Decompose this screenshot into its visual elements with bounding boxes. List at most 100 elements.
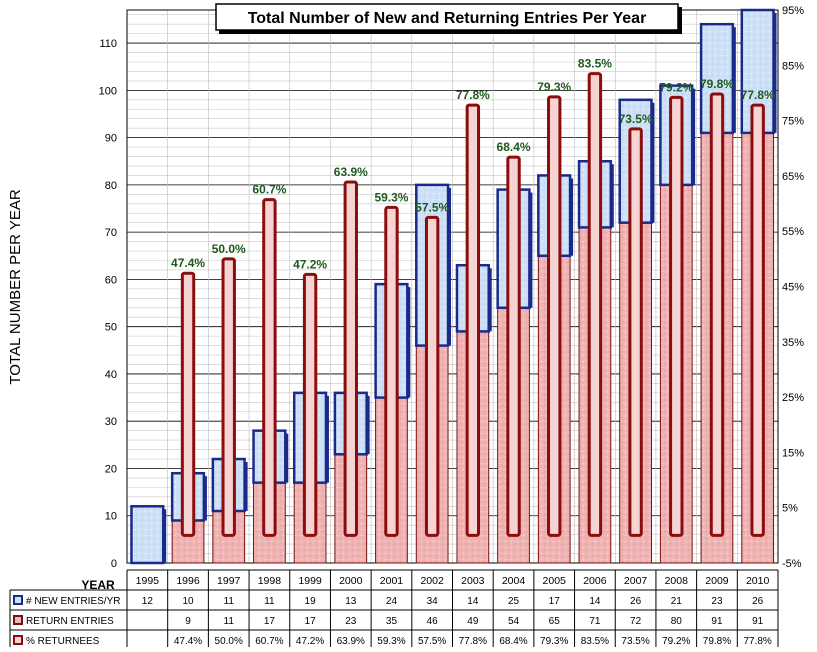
y-tick-label: 60 — [105, 274, 117, 286]
y-tick-label: 10 — [105, 511, 117, 523]
table-cell: 79.3% — [540, 636, 568, 647]
returnee-percent-bar — [750, 103, 765, 537]
y-tick-label: 70 — [105, 227, 117, 239]
bar-group-2004: 68.4% — [496, 140, 533, 564]
returnee-percent-bar — [302, 272, 318, 537]
returnee-percent-bar — [547, 95, 562, 537]
axes: 0 10 20 30 40 50 60 70 80 90 100 110 -5% 5% 15% 25% 35% 4… — [99, 5, 805, 570]
table-cell: 65 — [549, 616, 561, 627]
table-cell: 79.8% — [703, 636, 731, 647]
table-cell: 77.8% — [743, 636, 771, 647]
returnee-percent-bar — [506, 155, 521, 537]
percent-data-label: 79.2% — [659, 80, 693, 94]
y-axis-title: TOTAL NUMBER PER YEAR — [7, 189, 24, 384]
x-tick-label: 2003 — [461, 575, 485, 587]
bar-group-2010: 77.8% — [740, 8, 777, 564]
table-cell: 25 — [508, 596, 520, 607]
bar-group-2003: 77.8% — [455, 88, 492, 564]
table-row: RETURN ENTRIES 9 11 17 17 23 35 46 49 54 65 71 72 80 9… — [13, 615, 764, 627]
bar-group-2002: 57.5% — [415, 183, 452, 564]
bar-group-2008: 79.2% — [659, 80, 696, 564]
bar-group-1999: 47.2% — [292, 257, 329, 564]
table-cell: 14 — [589, 596, 601, 607]
bar-group-2001: 59.3% — [374, 190, 411, 564]
table-cell: 26 — [630, 596, 642, 607]
percent-data-label: 57.5% — [415, 200, 449, 214]
chart-title-box: Total Number of New and Returning Entrie… — [215, 3, 682, 34]
y2-tick-label: 75% — [782, 116, 804, 128]
returnee-percent-bar — [262, 198, 277, 537]
percent-data-label: 83.5% — [578, 57, 612, 71]
legend-label: % RETURNEES — [26, 636, 100, 647]
new-entries-bar-shadow — [163, 509, 167, 563]
new-entries-bar-shadow — [244, 462, 248, 512]
x-tick-label: 2006 — [583, 575, 607, 587]
new-entries-bar-shadow — [610, 164, 614, 228]
returnee-percent-bar — [628, 127, 643, 537]
percent-data-label: 79.3% — [537, 80, 571, 94]
new-entries-bar-shadow — [692, 88, 696, 185]
percent-data-label: 77.8% — [741, 88, 775, 102]
new-entries-bar-shadow — [488, 268, 492, 332]
y-tick-label: 30 — [105, 416, 117, 428]
y2-tick-label: 95% — [782, 5, 804, 17]
table-cell: 71 — [589, 616, 601, 627]
x-tick-label: 2010 — [746, 575, 770, 587]
table-cell: 91 — [711, 616, 723, 627]
x-tick-label: 2004 — [502, 575, 526, 587]
new-entries-bar-shadow — [366, 395, 370, 455]
table-cell: 35 — [386, 616, 398, 627]
legend-label: # NEW ENTRIES/YR — [26, 596, 120, 607]
x-tick-label: 1998 — [258, 575, 282, 587]
data-table: 1995 1996 1997 1998 1999 2000 2001 2002 2003 2004… — [9, 569, 779, 651]
bar-group-2000: 63.9% — [333, 165, 370, 564]
table-cell: 23 — [345, 616, 357, 627]
returnee-percent-bar — [709, 92, 725, 537]
table-cell: 11 — [264, 596, 275, 607]
y2-tick-label: 85% — [782, 60, 804, 72]
x-tick-label: 2001 — [380, 575, 404, 587]
table-cell: 54 — [508, 616, 520, 627]
new-entries-bar-shadow — [203, 476, 207, 521]
x-tick-label: 1995 — [136, 575, 160, 587]
y-tick-label: 90 — [105, 133, 117, 145]
table-cell: 72 — [630, 616, 642, 627]
x-tick-label: 1997 — [217, 575, 241, 587]
legend-key — [13, 635, 23, 645]
y-tick-label: 100 — [99, 85, 117, 97]
bar-group-1995 — [130, 505, 167, 565]
table-cell: 12 — [142, 596, 154, 607]
table-cell: 11 — [224, 616, 235, 627]
x-tick-label: 2007 — [624, 575, 648, 587]
new-entries-bar-shadow — [529, 192, 533, 308]
new-entries-bar-shadow — [651, 102, 655, 223]
table-cell: 17 — [264, 616, 276, 627]
y-tick-label: 0 — [111, 558, 117, 570]
x-tick-label: 1996 — [176, 575, 200, 587]
y-tick-label: 110 — [99, 38, 117, 50]
table-row: # NEW ENTRIES/YR 12 10 11 11 19 13 24 34 14 25 17 14… — [13, 595, 764, 607]
x-tick-label: 2002 — [420, 575, 444, 587]
y2-tick-label: 15% — [782, 447, 804, 459]
new-entries-bar-shadow — [407, 287, 411, 398]
bar-group-2009: 79.8% — [699, 22, 736, 564]
table-cell: 49 — [467, 616, 479, 627]
x-tick-label: 2005 — [543, 575, 567, 587]
x-tick-label: 2009 — [705, 575, 729, 587]
table-cell: 57.5% — [418, 636, 446, 647]
x-tick-label: 1999 — [298, 575, 322, 587]
x-axis-title: YEAR — [81, 578, 115, 592]
table-cell: 14 — [467, 596, 479, 607]
x-tick-label: 2008 — [665, 575, 689, 587]
table-cell: 34 — [427, 596, 439, 607]
table-row: % RETURNEES 47.4% 50.0% 60.7% 47.2% 63.9% 59.3… — [13, 635, 772, 647]
returnee-percent-bar — [587, 72, 603, 537]
table-cell: 91 — [752, 616, 764, 627]
returnee-percent-bar — [669, 95, 684, 537]
y-tick-label: 20 — [105, 463, 117, 475]
y-tick-label: 80 — [105, 180, 117, 192]
legend-label: RETURN ENTRIES — [26, 616, 114, 627]
percent-data-label: 59.3% — [374, 190, 408, 204]
table-cell: 77.8% — [459, 636, 487, 647]
